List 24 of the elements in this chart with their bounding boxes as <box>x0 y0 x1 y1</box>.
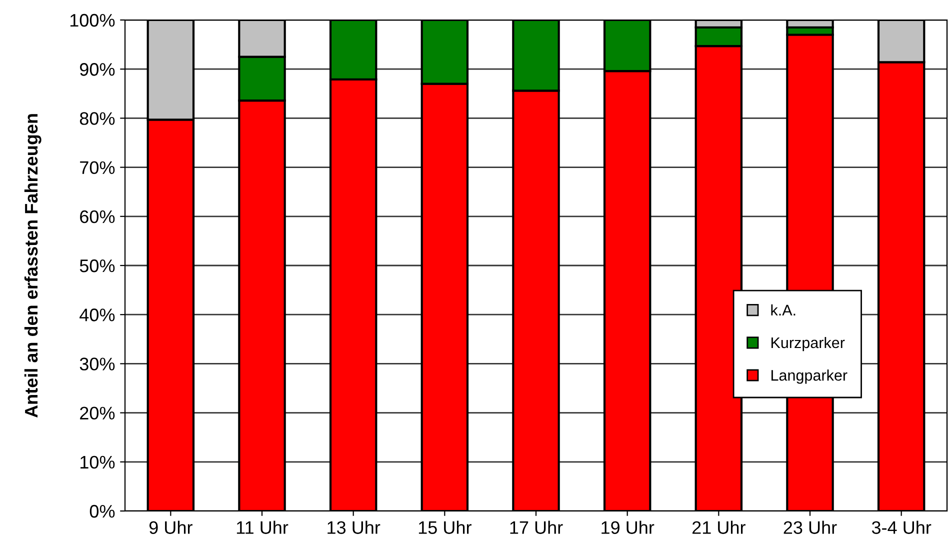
y-tick-label: 60% <box>80 210 115 224</box>
x-tick-label: 17 Uhr <box>510 520 563 534</box>
x-tick-label: 15 Uhr <box>418 520 472 534</box>
y-tick-label: 70% <box>80 161 115 174</box>
x-tick-label: 23 Uhr <box>784 520 837 534</box>
y-tick-label: 10% <box>80 456 115 469</box>
x-tick-label: 19 Uhr <box>602 520 654 534</box>
y-tick-label: 30% <box>80 358 115 370</box>
y-tick-label: 90% <box>80 63 115 76</box>
y-axis-title: Anteil an den erfassten Fahrzeugen <box>24 114 42 418</box>
y-tick-label: 80% <box>80 112 115 125</box>
legend-label: k.A. <box>771 304 796 316</box>
x-tick-label: 21 Uhr <box>692 520 746 534</box>
legend-label: Kurzparker <box>771 336 845 352</box>
y-tick-label: 0% <box>90 504 115 518</box>
x-tick-label: 11 Uhr <box>236 520 288 534</box>
y-tick-label: 40% <box>80 308 115 322</box>
x-tick-label: 3-4 Uhr <box>872 520 932 534</box>
y-tick-label: 100% <box>70 14 115 27</box>
x-tick-label: 13 Uhr <box>328 520 380 534</box>
y-tick-label: 20% <box>80 406 115 420</box>
legend-label: Langparker <box>771 370 848 384</box>
y-tick-label: 50% <box>80 259 115 272</box>
x-tick-label: 9 Uhr <box>149 520 192 534</box>
